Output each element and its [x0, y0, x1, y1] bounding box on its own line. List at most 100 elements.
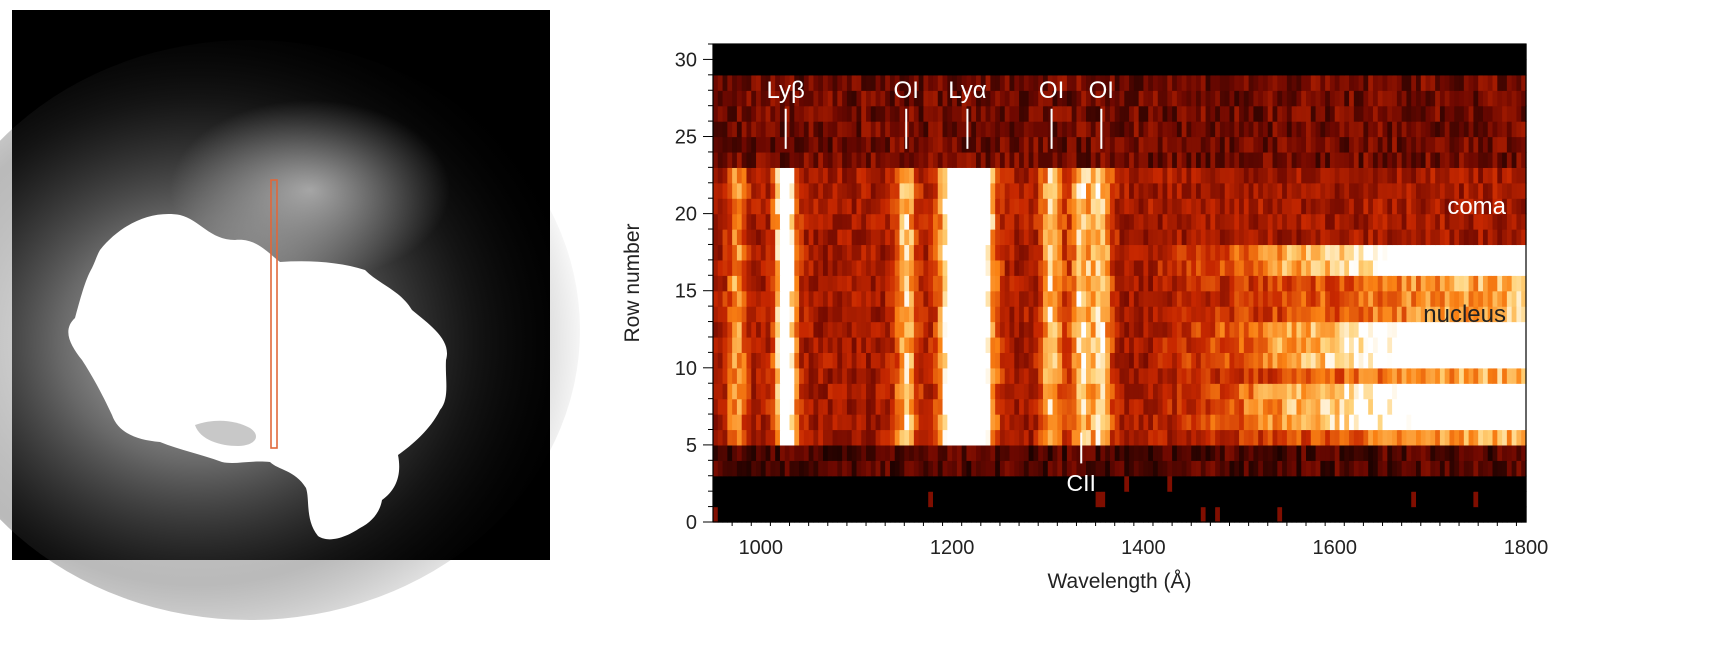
heatmap-cell [894, 90, 901, 107]
heatmap-cell [1210, 121, 1216, 138]
heatmap-cell [1019, 213, 1025, 230]
heatmap-cell [1143, 213, 1149, 230]
heatmap-cell [885, 213, 891, 230]
heatmap-cell [1487, 383, 1494, 400]
heatmap-cell [1196, 367, 1202, 384]
heatmap-cell [1506, 136, 1513, 153]
heatmap-cell [1143, 306, 1149, 323]
heatmap-cell [932, 151, 939, 168]
heatmap-cell [1210, 105, 1216, 122]
heatmap-cell [765, 198, 771, 215]
heatmap-cell [1023, 136, 1030, 153]
heatmap-cell [899, 229, 905, 246]
heatmap-cell [1506, 491, 1513, 508]
heatmap-cell [909, 213, 915, 230]
heatmap-cell [1454, 275, 1460, 292]
heatmap-cell [1042, 383, 1049, 400]
heatmap-cell [1009, 90, 1015, 107]
heatmap-cell [1282, 182, 1288, 199]
heatmap-cell [751, 460, 757, 477]
heatmap-cell [1406, 321, 1412, 338]
heatmap-cell [942, 306, 948, 323]
heatmap-cell [1114, 336, 1121, 353]
heatmap-cell [760, 321, 767, 338]
heatmap-cell [1129, 136, 1135, 153]
heatmap-cell [1124, 198, 1130, 215]
heatmap-cell [1334, 491, 1341, 508]
heatmap-cell [808, 290, 815, 307]
heatmap-cell [851, 491, 858, 508]
heatmap-cell [851, 59, 858, 76]
heatmap-cell [1038, 306, 1044, 323]
heatmap-cell [1143, 506, 1149, 523]
heatmap-cell [928, 105, 934, 122]
heatmap-cell [1272, 259, 1278, 276]
heatmap-cell [1329, 213, 1336, 230]
heatmap-cell [1344, 182, 1350, 199]
heatmap-cell [1306, 213, 1312, 230]
heatmap-cell [1511, 198, 1518, 215]
heatmap-cell [1329, 74, 1336, 91]
heatmap-cell [1047, 136, 1054, 153]
heatmap-cell [1339, 306, 1345, 323]
heatmap-cell [1267, 306, 1274, 323]
heatmap-cell [990, 121, 996, 138]
heatmap-cell [789, 59, 795, 76]
heatmap-cell [1267, 398, 1274, 415]
heatmap-cell [904, 167, 910, 184]
heatmap-cell [1416, 491, 1422, 508]
heatmap-cell [1478, 506, 1484, 523]
heatmap-cell [1076, 306, 1082, 323]
heatmap-cell [1392, 167, 1398, 184]
heatmap-cell [1492, 460, 1498, 477]
heatmap-cell [1172, 121, 1178, 138]
heatmap-cell [889, 74, 896, 91]
heatmap-cell [1181, 414, 1188, 431]
heatmap-cell [837, 321, 843, 338]
heatmap-cell [1497, 321, 1503, 338]
heatmap-cell [1200, 244, 1207, 261]
heatmap-cell [1420, 259, 1427, 276]
heatmap-cell [1119, 321, 1125, 338]
heatmap-cell [1430, 74, 1436, 91]
heatmap-cell [1210, 151, 1216, 168]
heatmap-cell [736, 352, 743, 369]
heatmap-cell [1349, 275, 1355, 292]
heatmap-cell [1425, 151, 1431, 168]
heatmap-cell [1066, 321, 1073, 338]
heatmap-cell [1215, 367, 1221, 384]
heatmap-cell [1420, 151, 1427, 168]
heatmap-cell [1521, 429, 1527, 446]
heatmap-cell [784, 213, 791, 230]
heatmap-cell [1492, 444, 1498, 461]
heatmap-cell [1478, 136, 1484, 153]
heatmap-cell [1071, 213, 1078, 230]
heatmap-cell [741, 121, 748, 138]
heatmap-cell [727, 121, 733, 138]
heatmap-cell [937, 429, 944, 446]
heatmap-cell [913, 121, 920, 138]
heatmap-cell [1291, 352, 1298, 369]
heatmap-cell [1497, 182, 1503, 199]
heatmap-cell [870, 336, 877, 353]
heatmap-cell [1482, 367, 1489, 384]
heatmap-cell [1363, 460, 1369, 477]
heatmap-cell [1143, 182, 1149, 199]
heatmap-cell [1511, 229, 1518, 246]
heatmap-cell [794, 460, 800, 477]
heatmap-cell [1210, 506, 1216, 523]
heatmap-cell [1196, 429, 1202, 446]
heatmap-cell [1062, 321, 1068, 338]
heatmap-cell [1138, 491, 1145, 508]
heatmap-cell [1176, 352, 1183, 369]
heatmap-cell [980, 74, 987, 91]
heatmap-cell [1052, 352, 1058, 369]
heatmap-cell [1506, 367, 1513, 384]
heatmap-cell [756, 275, 762, 292]
heatmap-cell [1454, 198, 1460, 215]
heatmap-cell [818, 398, 824, 415]
heatmap-cell [808, 506, 815, 523]
heatmap-cell [952, 105, 958, 122]
heatmap-cell [1004, 259, 1011, 276]
heatmap-cell [1449, 414, 1455, 431]
